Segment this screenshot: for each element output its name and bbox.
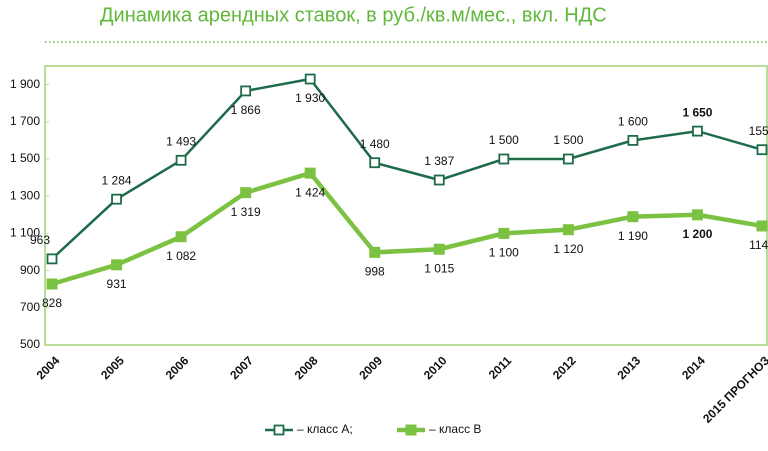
data-label: 1 100 <box>489 246 519 260</box>
data-label: 1 200 <box>682 227 712 241</box>
point-marker <box>498 227 510 239</box>
legend-label: – класс А; <box>297 422 353 436</box>
x-tick-label: 2013 <box>614 353 643 382</box>
data-label: 1 493 <box>166 134 196 148</box>
data-label: 828 <box>42 296 62 310</box>
plot-frame <box>44 65 768 346</box>
point-marker <box>369 246 381 258</box>
data-label: 1 500 <box>489 133 519 147</box>
data-label: 1 500 <box>553 133 583 147</box>
point-marker <box>692 125 703 137</box>
legend-marker <box>405 424 417 436</box>
y-tick-label: 500 <box>20 337 40 351</box>
data-label: 931 <box>107 277 127 291</box>
point-marker <box>175 154 187 166</box>
point-marker <box>562 153 574 165</box>
point-marker <box>304 167 316 179</box>
x-tick-label: 2006 <box>163 353 192 382</box>
data-label: 998 <box>365 265 385 279</box>
point-marker <box>498 153 510 165</box>
y-tick-label: 1 500 <box>10 151 40 165</box>
data-label: 1 319 <box>231 205 261 219</box>
point-marker <box>304 73 316 85</box>
point-marker <box>111 193 122 205</box>
data-label: 1 387 <box>424 154 454 168</box>
y-tick-label: 1 300 <box>10 188 40 202</box>
point-marker <box>369 157 381 169</box>
point-marker <box>627 211 639 223</box>
x-tick-label: 2007 <box>227 353 256 382</box>
point-marker <box>46 253 58 265</box>
point-marker <box>756 144 768 156</box>
data-label: 1 082 <box>166 249 196 263</box>
data-label: 1 284 <box>102 173 132 187</box>
legend-label: – класс В <box>429 422 481 436</box>
x-tick-label: 2009 <box>356 353 385 382</box>
series-line <box>51 170 763 287</box>
data-label: 1 480 <box>360 137 390 151</box>
point-marker <box>562 224 574 236</box>
y-tick-label: 900 <box>20 263 40 277</box>
y-tick-label: 1 100 <box>10 226 40 240</box>
chart-title: Динамика арендных ставок, в руб./кв.м/ме… <box>100 4 607 26</box>
point-marker <box>175 231 187 243</box>
point-marker <box>240 85 252 97</box>
point-marker <box>240 187 252 199</box>
point-marker <box>756 220 768 232</box>
data-label: 1 866 <box>231 103 261 117</box>
y-tick-label: 1 900 <box>10 77 40 91</box>
series-line <box>51 77 763 260</box>
x-tick-label: 2005 <box>98 353 127 382</box>
data-label: 1 600 <box>618 115 648 129</box>
data-label: 1 190 <box>618 229 648 243</box>
point-marker <box>111 259 123 271</box>
point-marker <box>433 243 445 255</box>
data-label: 1 930 <box>295 91 325 105</box>
data-label: 1 424 <box>295 185 325 199</box>
x-tick-label: 2015 ПРОГНОЗ <box>700 353 768 425</box>
point-marker <box>691 209 703 221</box>
x-tick-label: 2008 <box>292 353 321 382</box>
point-marker <box>433 174 445 186</box>
x-tick-label: 2004 <box>34 353 63 382</box>
y-tick-label: 700 <box>20 300 40 314</box>
y-tick-label: 1 700 <box>10 114 40 128</box>
data-label: 1550 <box>749 124 768 138</box>
x-tick-label: 2011 <box>486 353 515 382</box>
point-marker <box>627 134 639 146</box>
data-label: 963 <box>30 233 50 247</box>
legend-marker <box>273 424 285 436</box>
data-label: 1 120 <box>553 242 583 256</box>
data-label: 1 650 <box>682 105 712 119</box>
x-tick-label: 2010 <box>421 353 450 382</box>
data-label: 1 015 <box>424 261 454 275</box>
x-tick-label: 2014 <box>679 353 708 382</box>
data-label: 1140 <box>749 238 768 252</box>
x-tick-label: 2012 <box>550 353 579 382</box>
point-marker <box>46 278 58 290</box>
